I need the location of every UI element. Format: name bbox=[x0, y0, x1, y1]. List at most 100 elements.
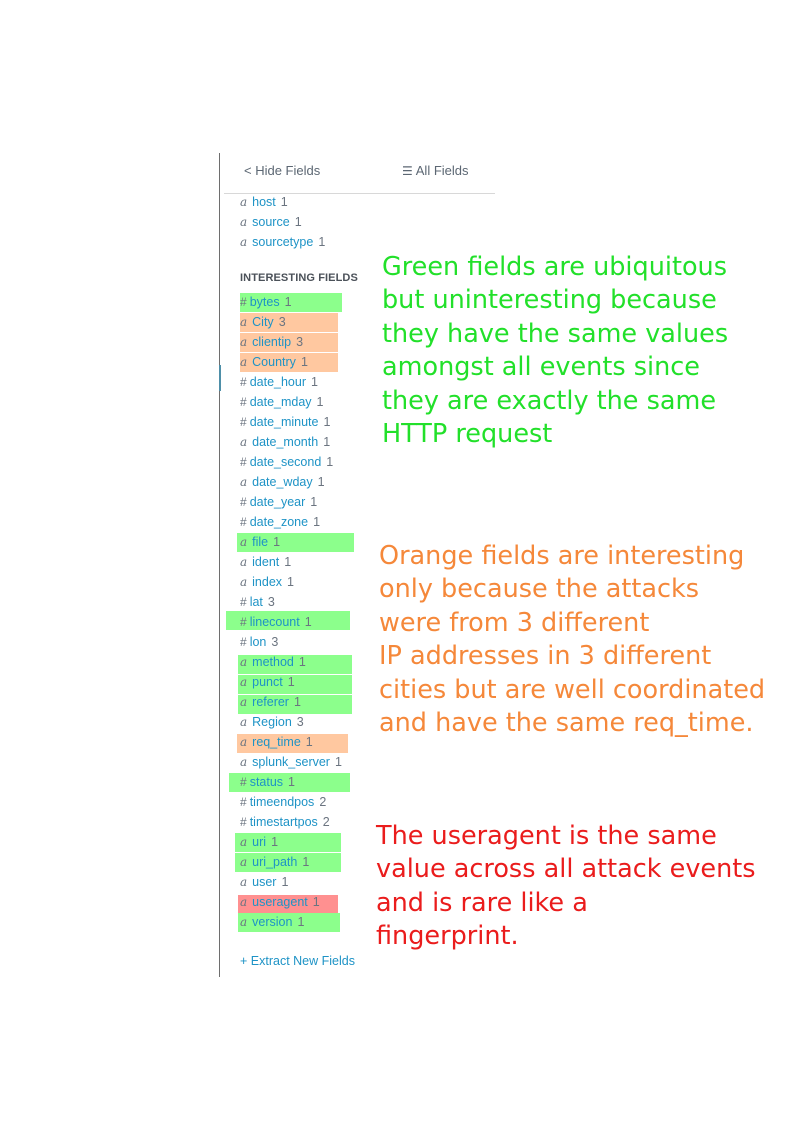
string-type-icon: a bbox=[240, 855, 248, 869]
field-row-date-wday[interactable]: a date_wday 1 bbox=[240, 472, 325, 492]
field-row-useragent[interactable]: a useragent 1 bbox=[240, 892, 320, 912]
field-row-user[interactable]: a user 1 bbox=[240, 872, 288, 892]
string-type-icon: a bbox=[240, 435, 248, 449]
field-row-sourcetype[interactable]: a sourcetype 1 bbox=[240, 232, 325, 252]
field-row-date-minute[interactable]: # date_minute 1 bbox=[240, 412, 330, 432]
numeric-type-icon: # bbox=[240, 595, 247, 609]
field-row-date-mday[interactable]: # date_mday 1 bbox=[240, 392, 324, 412]
orange-annotation-line: Orange fields are interesting bbox=[379, 541, 745, 571]
list-icon: ☰ bbox=[402, 164, 413, 178]
field-name: status bbox=[249, 775, 284, 789]
field-row-date-second[interactable]: # date_second 1 bbox=[240, 452, 333, 472]
field-value-count: 1 bbox=[294, 215, 302, 229]
field-row-punct[interactable]: a punct 1 bbox=[240, 672, 295, 692]
field-row-date-year[interactable]: # date_year 1 bbox=[240, 492, 317, 512]
field-value-count: 1 bbox=[323, 415, 331, 429]
field-row-linecount[interactable]: # linecount 1 bbox=[240, 612, 312, 632]
green-highlight-marker bbox=[235, 853, 341, 872]
field-row-ident[interactable]: a ident 1 bbox=[240, 552, 291, 572]
field-row-splunk-server[interactable]: a splunk_server 1 bbox=[240, 752, 342, 772]
orange-annotation-line: IP addresses in 3 different bbox=[379, 641, 712, 672]
string-type-icon: a bbox=[240, 355, 248, 369]
orange-highlight-marker bbox=[237, 734, 348, 753]
field-row-method[interactable]: a method 1 bbox=[240, 652, 306, 672]
green-annotation-line: they are exactly the same bbox=[382, 385, 717, 416]
field-name: date_hour bbox=[249, 375, 306, 389]
field-name: uri bbox=[252, 835, 267, 849]
field-row-timeendpos[interactable]: # timeendpos 2 bbox=[240, 792, 326, 812]
orange-fields-annotation: Orange fields are interesting only becaus… bbox=[379, 540, 765, 740]
field-row-source[interactable]: a source 1 bbox=[240, 212, 302, 232]
field-value-count: 1 bbox=[293, 695, 301, 709]
string-type-icon: a bbox=[240, 215, 248, 229]
field-row-uri-path[interactable]: a uri_path 1 bbox=[240, 852, 309, 872]
string-type-icon: a bbox=[240, 555, 248, 569]
field-row-country[interactable]: a Country 1 bbox=[240, 352, 308, 372]
field-row-file[interactable]: a file 1 bbox=[240, 532, 280, 552]
string-type-icon: a bbox=[240, 335, 248, 349]
field-row-version[interactable]: a version 1 bbox=[240, 912, 304, 932]
field-row-region[interactable]: a Region 3 bbox=[240, 712, 304, 732]
field-row-host[interactable]: a host 1 bbox=[240, 192, 288, 212]
field-name: host bbox=[252, 195, 276, 209]
field-row-date-hour[interactable]: # date_hour 1 bbox=[240, 372, 318, 392]
panel-border-marker bbox=[219, 365, 221, 391]
field-row-clientip[interactable]: a clientip 3 bbox=[240, 332, 303, 352]
field-value-count: 1 bbox=[288, 775, 295, 789]
field-value-count: 1 bbox=[280, 195, 288, 209]
field-name: date_wday bbox=[252, 475, 313, 489]
hide-fields-button[interactable]: < Hide Fields bbox=[244, 163, 321, 178]
field-name: source bbox=[252, 215, 290, 229]
field-value-count: 3 bbox=[296, 335, 304, 349]
red-highlight-marker bbox=[238, 895, 338, 914]
field-row-bytes[interactable]: # bytes 1 bbox=[240, 292, 292, 312]
numeric-type-icon: # bbox=[240, 395, 247, 409]
field-name: method bbox=[252, 655, 294, 669]
field-value-count: 1 bbox=[310, 495, 318, 509]
field-row-date-zone[interactable]: # date_zone 1 bbox=[240, 512, 320, 532]
field-value-count: 1 bbox=[326, 455, 334, 469]
green-annotation-line: they have the same values bbox=[382, 318, 729, 349]
field-row-req-time[interactable]: a req_time 1 bbox=[240, 732, 313, 752]
field-name: date_mday bbox=[249, 395, 312, 409]
field-row-uri[interactable]: a uri 1 bbox=[240, 832, 278, 852]
field-name: timestartpos bbox=[249, 815, 318, 829]
green-annotation-line: but uninteresting because bbox=[382, 285, 717, 316]
header-divider bbox=[224, 193, 495, 194]
all-fields-button[interactable]: ☰ All Fields bbox=[402, 163, 469, 178]
field-name: version bbox=[252, 915, 293, 929]
field-name: splunk_server bbox=[252, 755, 330, 769]
field-name: date_month bbox=[252, 435, 319, 449]
field-name: Country bbox=[252, 355, 296, 369]
extract-new-fields-link[interactable]: + Extract New Fields bbox=[240, 954, 355, 968]
red-annotation-line: value across all attack events bbox=[376, 854, 756, 885]
field-value-count: 3 bbox=[267, 595, 275, 609]
field-name: date_minute bbox=[249, 415, 319, 429]
green-highlight-marker bbox=[238, 695, 352, 714]
field-name: file bbox=[252, 535, 269, 549]
field-value-count: 1 bbox=[334, 755, 342, 769]
field-row-lon[interactable]: # lon 3 bbox=[240, 632, 278, 652]
field-row-date-month[interactable]: a date_month 1 bbox=[240, 432, 330, 452]
field-name: bytes bbox=[249, 295, 280, 309]
string-type-icon: a bbox=[240, 715, 248, 729]
orange-annotation-line: were from 3 different bbox=[379, 607, 650, 638]
field-name: uri_path bbox=[252, 855, 298, 869]
field-row-status[interactable]: # status 1 bbox=[240, 772, 295, 792]
field-row-city[interactable]: a City 3 bbox=[240, 312, 286, 332]
field-row-timestartpos[interactable]: # timestartpos 2 bbox=[240, 812, 330, 832]
field-row-referer[interactable]: a referer 1 bbox=[240, 692, 301, 712]
green-highlight-marker bbox=[238, 675, 352, 694]
field-value-count: 1 bbox=[281, 875, 289, 889]
numeric-type-icon: # bbox=[240, 295, 247, 309]
field-row-index[interactable]: a index 1 bbox=[240, 572, 294, 592]
field-name: Region bbox=[252, 715, 292, 729]
field-value-count: 1 bbox=[300, 355, 308, 369]
red-annotation-line: fingerprint. bbox=[376, 921, 519, 952]
field-value-count: 1 bbox=[318, 235, 326, 249]
field-name: date_second bbox=[249, 455, 322, 469]
orange-annotation-line: and have the same req_time. bbox=[379, 708, 754, 739]
useragent-annotation: The useragent is the same value across al… bbox=[376, 820, 756, 954]
field-row-lat[interactable]: # lat 3 bbox=[240, 592, 275, 612]
field-name: timeendpos bbox=[249, 795, 315, 809]
